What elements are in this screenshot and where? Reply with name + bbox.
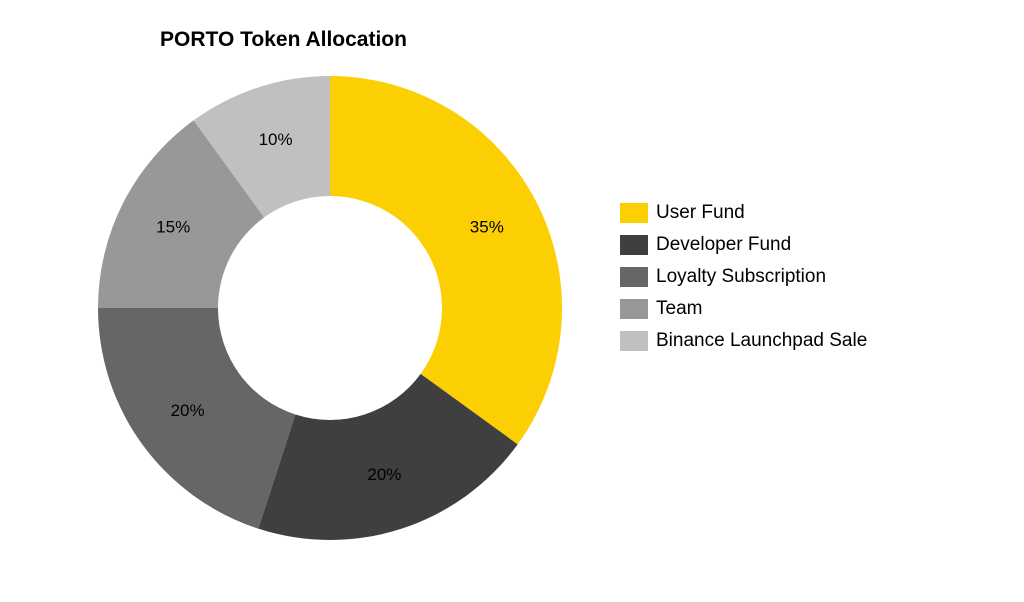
legend-label: Binance Launchpad Sale [656, 330, 867, 352]
legend-item-team: Team [620, 298, 867, 320]
donut-chart: 35% 20% 20% 15% 10% [80, 62, 580, 562]
legend: User Fund Developer Fund Loyalty Subscri… [620, 202, 867, 352]
legend-swatch [620, 299, 648, 319]
slice-percent-label: 35% [470, 218, 504, 237]
legend-item-binance-launchpad-sale: Binance Launchpad Sale [620, 330, 867, 352]
legend-swatch [620, 235, 648, 255]
slice-percent-label: 15% [156, 218, 190, 237]
donut-svg: 35% 20% 20% 15% 10% [80, 62, 580, 562]
legend-swatch [620, 267, 648, 287]
legend-swatch [620, 203, 648, 223]
slice-percent-label: 10% [259, 130, 293, 149]
legend-item-loyalty-subscription: Loyalty Subscription [620, 266, 867, 288]
chart-title: PORTO Token Allocation [160, 28, 407, 52]
legend-label: Developer Fund [656, 234, 791, 256]
donut-slice [330, 76, 562, 444]
legend-label: User Fund [656, 202, 745, 224]
slice-percent-label: 20% [367, 465, 401, 484]
legend-label: Loyalty Subscription [656, 266, 826, 288]
legend-swatch [620, 331, 648, 351]
legend-item-developer-fund: Developer Fund [620, 234, 867, 256]
legend-item-user-fund: User Fund [620, 202, 867, 224]
chart-container: PORTO Token Allocation 35% 20% 20% 15% 10% U… [0, 0, 1024, 602]
legend-label: Team [656, 298, 702, 320]
slice-percent-label: 20% [171, 401, 205, 420]
